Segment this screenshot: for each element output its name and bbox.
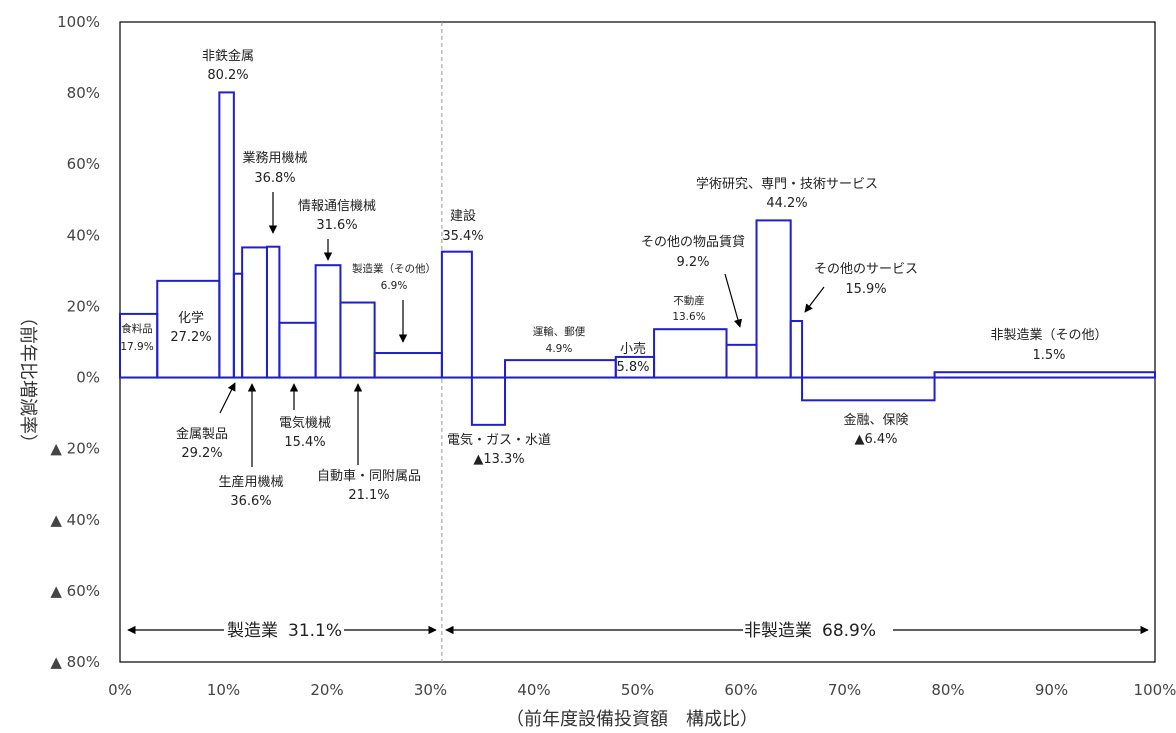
callout-arrow (724, 273, 742, 328)
bar-name-label: 非鉄金属 (202, 48, 254, 64)
y-tick-label: 100% (57, 13, 100, 31)
bar-name-label: 電気・ガス・水道 (447, 432, 551, 448)
bar-11 (440, 250, 473, 379)
bar-9 (339, 301, 376, 379)
bar-value-label: 36.8% (254, 171, 295, 186)
x-tick-label: 50% (621, 681, 654, 699)
bar-20 (933, 371, 1156, 379)
y-tick-label: ▲ 20% (50, 440, 100, 458)
bar-value-label: 1.5% (1032, 348, 1065, 363)
y-tick-label: ▲ 80% (50, 653, 100, 671)
bar-name-label: 生産用機械 (218, 474, 283, 490)
bar-value-label: 5.8% (616, 360, 649, 375)
x-tick-label: 10% (207, 681, 240, 699)
bar-value-label: ▲6.4% (854, 432, 897, 447)
bar-value-label: 35.4% (442, 229, 483, 244)
x-tick-label: 30% (414, 681, 447, 699)
bar-name-label: 製造業（その他） (352, 262, 436, 275)
bar-value-label: 80.2% (207, 68, 248, 83)
bar-name-label: 電気機械 (279, 415, 331, 431)
y-tick-label: ▲ 40% (50, 511, 100, 529)
x-tick-label: 40% (517, 681, 550, 699)
bar-6 (265, 245, 281, 379)
bar-name-label: 建設 (450, 208, 476, 224)
bar-value-label: 21.1% (348, 488, 389, 503)
plot-area (119, 21, 1156, 663)
y-tick-label: ▲ 60% (50, 582, 100, 600)
bar-value-label: 9.2% (676, 255, 709, 270)
y-axis-title: （前年比増減率） (17, 308, 38, 452)
x-tick-label: 20% (310, 681, 343, 699)
bar-value-label: 15.9% (845, 282, 886, 297)
bar-value-label: 36.6% (230, 494, 271, 509)
callout-arrow (219, 382, 236, 414)
bar-name-label: 学術研究、専門・技術サービス (696, 176, 878, 192)
bar-value-label: 44.2% (766, 196, 807, 211)
bar-value-label: 17.9% (120, 341, 153, 353)
y-tick-label: 40% (67, 226, 100, 244)
bar-name-label: 情報通信機械 (298, 199, 376, 214)
section-label-bg (743, 617, 893, 643)
bar-name-label: 非製造業（その他） (990, 327, 1107, 343)
bar-name-label: 運輸、郵便 (533, 325, 586, 338)
bar-value-label: 29.2% (181, 446, 222, 461)
bar-name-label: 小売 (620, 341, 646, 357)
bar-value-label: 13.6% (672, 311, 705, 323)
bar-value-label: 4.9% (546, 343, 573, 355)
bar-3 (218, 91, 235, 379)
y-tick-label: 80% (67, 84, 100, 102)
bar-name-label: 業務用機械 (242, 150, 307, 166)
bar-19 (801, 376, 936, 402)
section-label-bg (224, 617, 344, 643)
bar-name-label: 不動産 (673, 294, 705, 307)
section-name: 製造業 (227, 621, 278, 641)
callout-arrow (804, 286, 825, 313)
x-axis-title: （前年度設備投資額 構成比） (506, 709, 758, 730)
y-tick-label: 20% (67, 297, 100, 315)
bar-18 (789, 320, 804, 379)
bar-value-label: 27.2% (170, 330, 211, 345)
x-tick-label: 80% (931, 681, 964, 699)
bar-12 (470, 376, 507, 426)
bar-value-label: 6.9% (381, 280, 408, 292)
bar-name-label: 金属製品 (176, 426, 228, 442)
bar-value-label: ▲13.3% (473, 452, 524, 467)
bar-name-label: 化学 (178, 310, 204, 326)
bar-17 (755, 219, 792, 379)
section-share: 68.9% (822, 621, 876, 641)
bar-name-label: その他の物品賃貸 (641, 234, 745, 250)
bar-value-label: 15.4% (284, 435, 325, 450)
y-tick-label: 0% (76, 369, 100, 387)
x-tick-label: 90% (1035, 681, 1068, 699)
section-share: 31.1% (288, 621, 342, 641)
bar-name-label: 食料品 (121, 322, 153, 335)
x-tick-label: 100% (1134, 681, 1176, 699)
bar-name-label: その他のサービス (814, 262, 918, 277)
section-name: 非製造業 (744, 621, 812, 641)
bar-name-label: 自動車・同附属品 (317, 469, 421, 484)
bar-value-label: 31.6% (316, 218, 357, 233)
y-tick-label: 60% (67, 155, 100, 173)
x-tick-label: 60% (724, 681, 757, 699)
bar-name-label: 金融、保険 (843, 412, 908, 428)
x-tick-label: 70% (828, 681, 861, 699)
x-tick-label: 0% (108, 681, 132, 699)
